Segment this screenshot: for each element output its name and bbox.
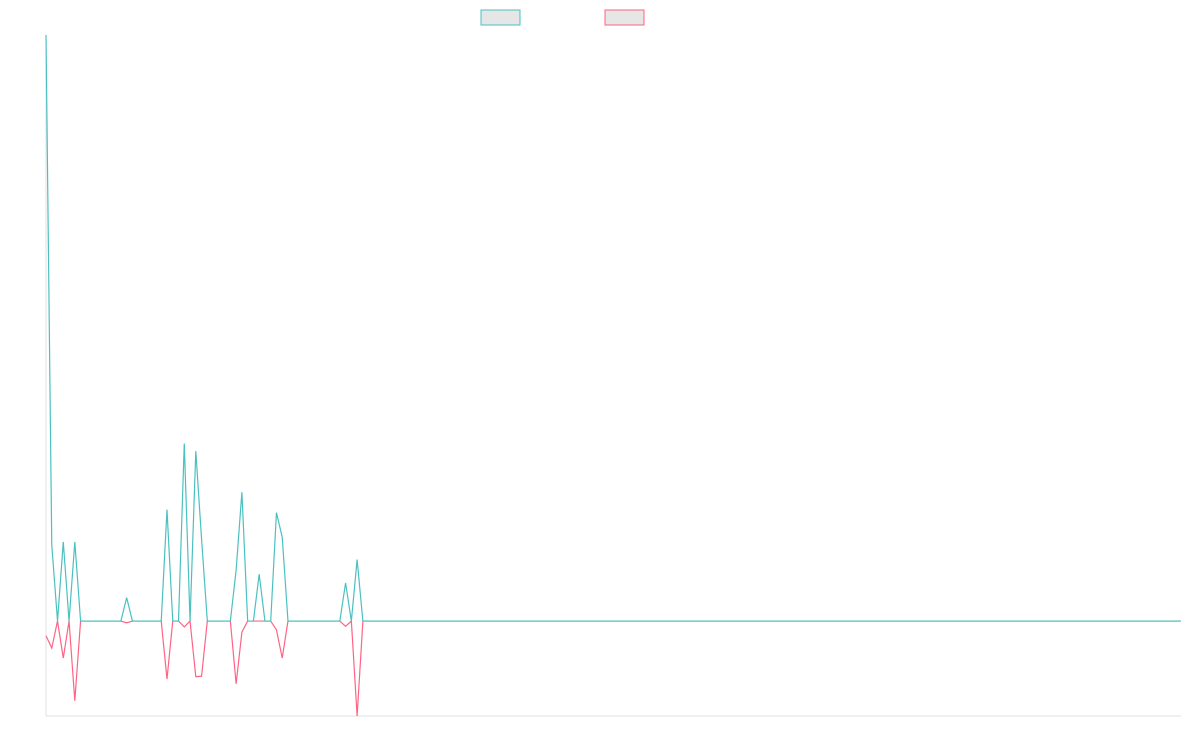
series-line [45,34,1181,622]
series-line [45,619,1181,717]
legend-swatch[interactable] [604,9,645,26]
legend-swatch[interactable] [480,9,521,26]
